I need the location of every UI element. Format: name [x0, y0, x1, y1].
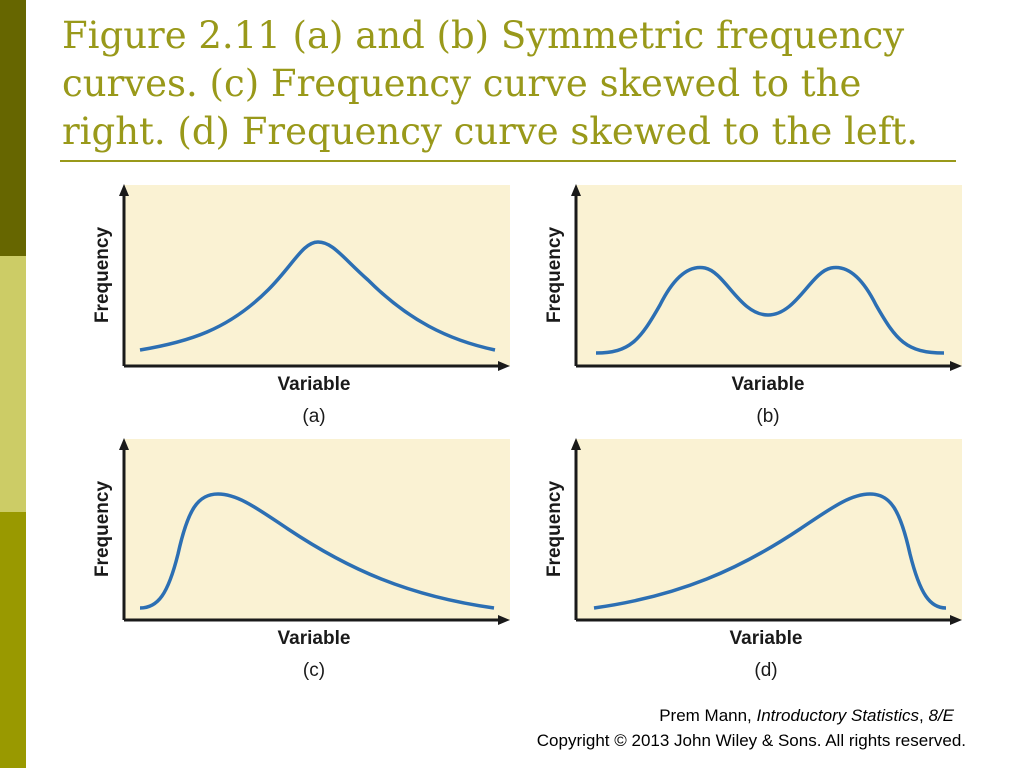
y-axis-label: Frequency	[92, 227, 113, 324]
frequency-curve-bimodal	[595, 265, 945, 355]
panel-a-figure: Frequency Variable (a)	[92, 184, 510, 427]
y-axis-label: Frequency	[92, 481, 113, 578]
copyright-line: Copyright © 2013 John Wiley & Sons. All …	[536, 731, 966, 750]
x-axis-label: Variable	[730, 628, 803, 649]
x-axis-label: Variable	[278, 374, 351, 395]
panel-b-figure: Frequency Variable (b)	[544, 184, 962, 427]
panel-caption: (b)	[756, 406, 779, 427]
title-line-1: Figure 2.11 (a) and (b) Symmetric freque…	[62, 14, 905, 57]
x-axis-arrow	[950, 615, 962, 625]
plot-area	[576, 185, 962, 366]
accent-bar-bottom	[0, 512, 26, 768]
panel-b: Frequency Variable (b)	[540, 180, 990, 435]
citation-edition: 8/E	[928, 706, 954, 725]
slide-title: Figure 2.11 (a) and (b) Symmetric freque…	[62, 12, 962, 156]
x-axis-label: Variable	[732, 374, 805, 395]
plot-area	[124, 439, 510, 620]
x-axis-arrow	[498, 361, 510, 371]
panel-caption: (d)	[754, 660, 777, 681]
frequency-curve-skewed-right	[139, 492, 495, 610]
title-underline	[60, 160, 956, 162]
citation-separator: ,	[919, 706, 929, 725]
y-axis-label: Frequency	[544, 481, 565, 578]
y-axis-label: Frequency	[544, 227, 565, 324]
panel-caption: (c)	[303, 660, 325, 681]
accent-bar-top	[0, 0, 26, 256]
y-axis-arrow	[571, 438, 581, 450]
x-axis-label: Variable	[278, 628, 351, 649]
plot-area	[576, 439, 962, 620]
citation-line: Prem Mann, Introductory Statistics, 8/E	[537, 703, 966, 728]
title-line-3: right. (d) Frequency curve skewed to the…	[62, 110, 919, 153]
accent-bar-middle	[0, 256, 26, 512]
y-axis-arrow	[119, 438, 129, 450]
panel-d: Frequency Variable (d)	[540, 434, 990, 689]
panel-c: Frequency Variable (c)	[88, 434, 538, 689]
y-axis-arrow	[119, 184, 129, 196]
citation-footer: Prem Mann, Introductory Statistics, 8/E …	[537, 703, 966, 753]
x-axis-arrow	[950, 361, 962, 371]
frequency-curve-symmetric	[139, 240, 496, 352]
panel-d-figure: Frequency Variable (d)	[544, 438, 962, 681]
title-line-2: curves. (c) Frequency curve skewed to th…	[62, 62, 862, 105]
panel-c-figure: Frequency Variable (c)	[92, 438, 510, 681]
panel-caption: (a)	[302, 406, 325, 427]
x-axis-arrow	[498, 615, 510, 625]
citation-book: Introductory Statistics	[756, 706, 920, 725]
y-axis-arrow	[571, 184, 581, 196]
panel-a: Frequency Variable (a)	[88, 180, 538, 435]
citation-author: Prem Mann,	[659, 706, 757, 725]
frequency-curve-skewed-left	[593, 492, 947, 610]
